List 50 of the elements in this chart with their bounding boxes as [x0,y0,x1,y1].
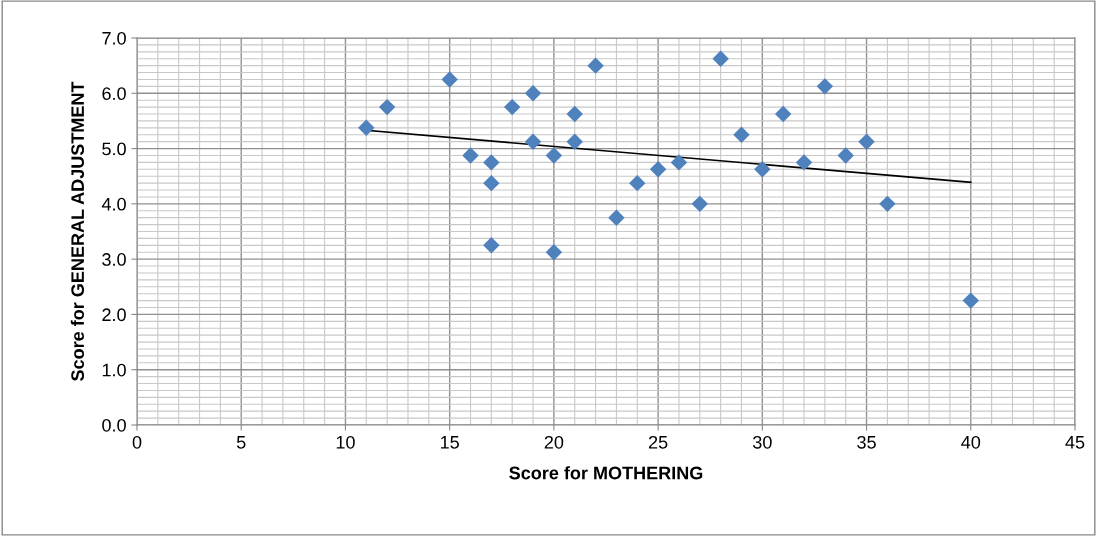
point [816,78,834,95]
point [754,161,771,178]
point [524,133,542,150]
point [733,126,750,143]
point [483,174,500,192]
x-tick-label: 40 [961,435,981,449]
point [837,147,854,164]
point [545,244,563,261]
point [441,71,458,88]
y-tick-label: 2.0 [102,308,126,322]
point [858,133,875,150]
x-tick-label: 10 [336,435,355,449]
y-tick-label: 5.0 [102,142,126,156]
point [608,209,625,226]
point [691,195,709,213]
x-tick-label: 15 [441,436,459,449]
point [358,119,375,137]
x-tick-label: 30 [752,435,772,449]
point [774,105,792,123]
x-tick-label: 0 [132,435,142,449]
x-tick-label: 45 [1065,436,1085,449]
point [503,98,521,116]
y-tick-label: 7.0 [102,31,126,45]
x-tick-label: 25 [648,435,668,449]
point [566,105,583,123]
x-tick-label: 35 [857,435,876,449]
y-tick-label: 3.0 [102,253,126,266]
point [962,292,979,309]
point [670,154,688,171]
point [378,98,396,116]
point [524,85,542,102]
y-axis-title: Score for GENERAL ADJUSTMENT [70,81,85,381]
y-tick-label: 4.0 [101,197,126,211]
point [483,154,500,171]
point [462,147,479,164]
point [795,154,813,171]
point [483,237,500,254]
point [649,161,667,178]
point [629,174,646,192]
x-tick-label: 5 [236,436,246,449]
point [712,50,729,67]
x-axis-title: Score for MOTHERING [509,466,703,480]
point [879,195,896,213]
y-tick-label: 0.0 [102,418,126,432]
y-tick-label: 1.0 [102,363,126,377]
point [566,133,583,150]
y-tick-label: 6.0 [102,87,126,101]
point [545,147,563,164]
point [587,57,604,74]
x-tick-label: 20 [544,435,564,449]
